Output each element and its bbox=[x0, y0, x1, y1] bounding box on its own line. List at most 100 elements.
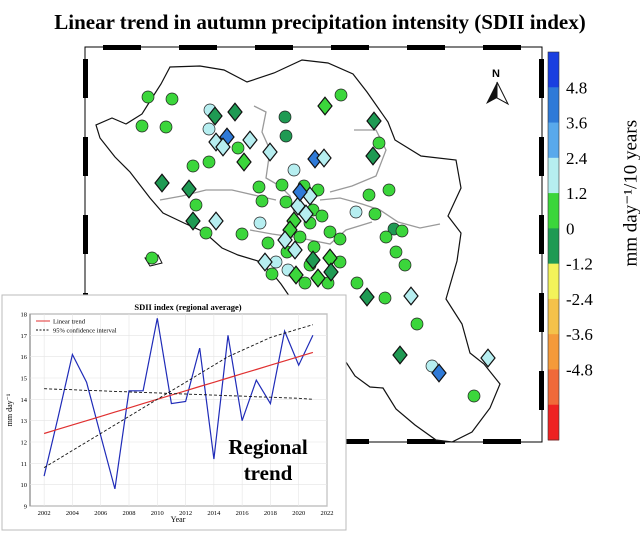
sdii-series-line bbox=[43, 318, 314, 490]
station-circle-marker bbox=[410, 317, 424, 331]
station-circle-marker bbox=[145, 251, 159, 265]
station-circle-marker bbox=[378, 291, 392, 305]
station-circle-marker bbox=[323, 225, 337, 239]
station-circle-marker bbox=[382, 183, 396, 197]
station-circle-marker bbox=[395, 224, 409, 238]
colorbar-segment bbox=[548, 298, 559, 335]
station-diamond-marker bbox=[154, 173, 170, 193]
inset-y-tick-label: 13 bbox=[21, 418, 28, 425]
legend-linear-trend: Linear trend bbox=[53, 319, 86, 326]
north-arrow-icon: N bbox=[486, 68, 510, 106]
frame-tick-left bbox=[83, 215, 88, 254]
frame-tick-right bbox=[539, 137, 544, 176]
station-diamond-marker bbox=[431, 363, 447, 383]
inset-y-tick-label: 12 bbox=[21, 440, 28, 447]
station-diamond-marker bbox=[236, 152, 252, 172]
colorbar-tick-label: 0 bbox=[566, 219, 575, 238]
station-diamond-marker bbox=[323, 262, 339, 282]
station-circle-marker bbox=[159, 120, 173, 134]
station-diamond-marker bbox=[287, 240, 303, 260]
station-diamond-marker bbox=[365, 146, 381, 166]
confidence-interval-upper-line bbox=[43, 324, 314, 468]
inset-y-tick-label: 11 bbox=[21, 461, 27, 468]
station-diamond-marker bbox=[181, 179, 197, 199]
inset-x-tick-label: 2020 bbox=[292, 510, 305, 517]
colorbar-segment bbox=[548, 193, 559, 229]
inset-y-tick-label: 18 bbox=[21, 312, 28, 319]
frame-tick-bottom bbox=[407, 439, 445, 444]
frame-tick-top bbox=[483, 45, 521, 50]
frame-tick-top bbox=[103, 45, 141, 50]
station-circle-marker bbox=[379, 230, 393, 244]
colorbar-tick-label: -1.2 bbox=[566, 255, 593, 274]
inset-y-tick-label: 10 bbox=[21, 482, 28, 489]
colorbar-segment bbox=[548, 334, 559, 370]
frame-tick-right bbox=[539, 59, 544, 98]
station-circle-marker bbox=[202, 155, 216, 169]
station-diamond-marker bbox=[208, 211, 224, 231]
colorbar-segment bbox=[548, 122, 559, 159]
station-circle-marker bbox=[275, 178, 289, 192]
linear-trend-line bbox=[43, 351, 314, 435]
station-circle-marker bbox=[315, 209, 329, 223]
station-circle-marker bbox=[287, 163, 301, 177]
colorbar-unit-label: mm day⁻¹/10 years bbox=[620, 119, 640, 267]
frame-tick-left bbox=[83, 59, 88, 98]
station-circle-marker bbox=[398, 258, 412, 272]
colorbar-tick-label: 3.6 bbox=[566, 114, 587, 133]
station-circle-marker bbox=[202, 122, 216, 136]
colorbar-segment bbox=[548, 87, 559, 124]
station-circle-marker bbox=[189, 198, 203, 212]
frame-tick-right bbox=[539, 215, 544, 254]
station-diamond-marker bbox=[292, 182, 308, 202]
station-circle-marker bbox=[279, 195, 293, 209]
inset-ylabel: mm day⁻¹ bbox=[5, 393, 14, 426]
station-circle-marker bbox=[231, 141, 245, 155]
inset-x-tick-label: 2018 bbox=[264, 510, 277, 517]
station-circle-marker bbox=[255, 194, 269, 208]
station-diamond-marker bbox=[480, 348, 496, 368]
station-circle-marker bbox=[293, 230, 307, 244]
station-diamond-marker bbox=[317, 96, 333, 116]
station-circle-marker bbox=[368, 207, 382, 221]
colorbar: 4.8 3.6 2.4 1.2 0 -1.2 -2.4 -3.6 -4.8 bbox=[547, 51, 593, 441]
station-diamond-marker bbox=[242, 130, 258, 150]
station-markers bbox=[135, 88, 496, 403]
page-title: Linear trend in autumn precipitation int… bbox=[54, 10, 586, 34]
station-circle-marker bbox=[334, 88, 348, 102]
inset-y-tick-label: 16 bbox=[21, 354, 28, 361]
station-diamond-marker bbox=[310, 268, 326, 288]
colorbar-segment bbox=[548, 157, 559, 194]
inset-y-tick-label: 15 bbox=[21, 376, 28, 383]
station-circle-marker bbox=[333, 232, 347, 246]
inset-x-tick-label: 2010 bbox=[151, 510, 164, 517]
inset-x-tick-label: 2008 bbox=[123, 510, 136, 517]
inset-title: SDII index (regional average) bbox=[134, 302, 241, 312]
station-circle-marker bbox=[135, 119, 149, 133]
station-circle-marker bbox=[186, 159, 200, 173]
station-diamond-marker bbox=[227, 102, 243, 122]
inset-x-tick-label: 2004 bbox=[66, 510, 80, 517]
north-label: N bbox=[492, 68, 500, 80]
frame-tick-top bbox=[331, 45, 369, 50]
station-circle-marker bbox=[372, 136, 386, 150]
frame-tick-top bbox=[179, 45, 217, 50]
inset-x-tick-label: 2002 bbox=[38, 510, 51, 517]
station-diamond-marker bbox=[366, 111, 382, 131]
station-circle-marker bbox=[307, 240, 321, 254]
station-diamond-marker bbox=[316, 148, 332, 168]
inset-xlabel: Year bbox=[171, 515, 186, 524]
legend-confidence-interval: 95% confidence interval bbox=[53, 328, 117, 335]
station-circle-marker bbox=[350, 276, 364, 290]
station-circle-marker bbox=[261, 236, 275, 250]
colorbar-segment bbox=[548, 369, 559, 406]
station-circle-marker bbox=[349, 205, 363, 219]
station-diamond-marker bbox=[257, 252, 273, 272]
colorbar-segment bbox=[548, 404, 559, 441]
inset-x-tick-label: 2012 bbox=[179, 510, 192, 517]
colorbar-tick-label: -4.8 bbox=[566, 360, 593, 379]
station-diamond-marker bbox=[207, 106, 223, 126]
station-circle-marker bbox=[389, 245, 403, 259]
station-diamond-marker bbox=[298, 204, 314, 224]
colorbar-tick-label: -3.6 bbox=[566, 325, 593, 344]
